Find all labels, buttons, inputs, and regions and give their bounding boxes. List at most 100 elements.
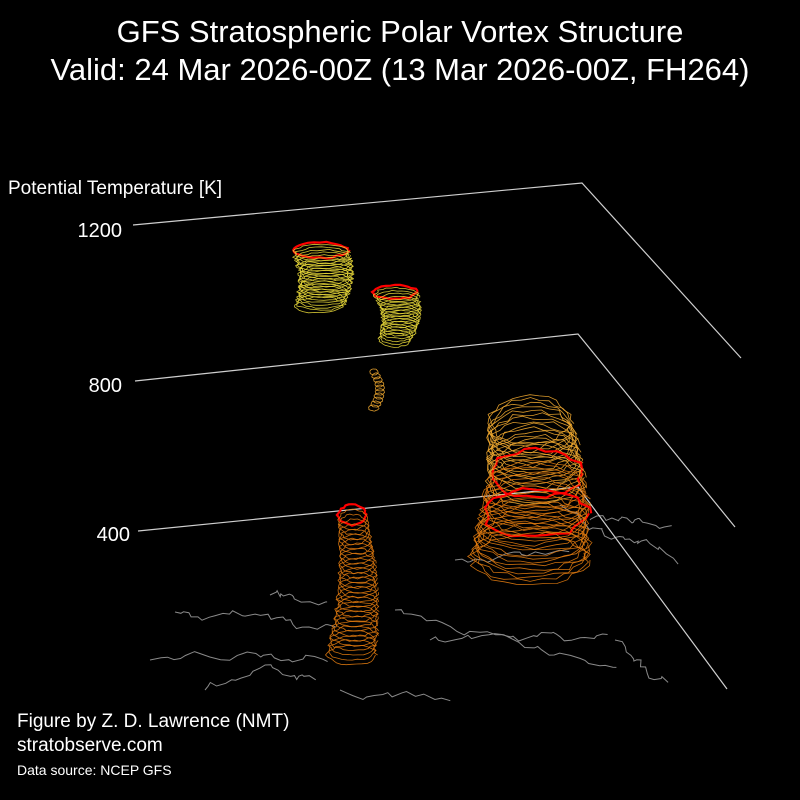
isosurface-contour (338, 557, 377, 580)
isosurface-contour (335, 586, 379, 608)
isosurface-contour (295, 283, 351, 301)
isosurface-contour (298, 259, 354, 278)
data-source: Data source: NCEP GFS (17, 762, 172, 778)
isosurface-contour (328, 639, 377, 661)
isosurface-contour (337, 572, 379, 594)
highlighted-contour (292, 240, 351, 260)
isosurface-contour (371, 372, 381, 380)
isosurface-contour (379, 301, 421, 317)
isosurface-contour (471, 522, 590, 575)
highlighted-contour (335, 503, 368, 527)
isosurface-contour (380, 320, 418, 337)
isosurface-contour (466, 531, 589, 582)
isosurface-contour (487, 415, 576, 468)
isosurface-contour (337, 581, 379, 604)
isosurface-contour (294, 296, 344, 314)
isosurface-contour (487, 440, 583, 493)
isosurface-contour (294, 251, 354, 270)
isosurface-contour (339, 542, 375, 565)
isosurface-contour (379, 326, 415, 343)
isosurface-contour (296, 293, 348, 311)
isosurface-contour (297, 272, 353, 291)
isosurface-contour (485, 433, 584, 485)
isosurface-contour (479, 485, 590, 537)
isosurface-contour (380, 306, 422, 323)
isosurface-contour (327, 634, 377, 656)
isosurface-contour (376, 295, 422, 311)
isosurface-contour (488, 401, 575, 454)
z-tick-label: 800 (89, 375, 122, 397)
isosurface-contour (331, 616, 379, 637)
isosurface-contour (338, 528, 373, 550)
isosurface-contour (329, 629, 379, 651)
coastline-path (614, 639, 669, 683)
coastline-path (559, 504, 679, 565)
chart-subtitle: Valid: 24 Mar 2026-00Z (13 Mar 2026-00Z,… (50, 52, 750, 87)
isosurface-contour (336, 595, 380, 618)
isosurface-contour (337, 562, 378, 584)
coastline-path (339, 689, 451, 702)
isosurface-contour (369, 368, 379, 376)
isosurface-contour (374, 388, 386, 396)
coastline-path (149, 651, 328, 663)
isosurface-contour (481, 471, 588, 521)
isosurface-contour (339, 537, 374, 560)
isosurface-contour (370, 400, 382, 408)
z-axis: Potential Temperature [K] 1200 800 400 (8, 178, 742, 690)
isosurface-contour (291, 246, 351, 265)
isosurface-contour (337, 513, 370, 535)
figure-credit: Figure by Z. D. Lawrence (NMT) (17, 711, 290, 732)
coastline-path (204, 664, 316, 691)
isosurface-contour (337, 508, 369, 531)
isosurface-contour (374, 380, 385, 388)
isosurface-contour (487, 394, 572, 445)
isosurface-contour (294, 256, 354, 275)
highlighted-contour (370, 283, 419, 301)
coastline-path (454, 549, 570, 563)
coastline-path (269, 589, 328, 606)
isosurface-contour (338, 523, 371, 546)
axis-grid-line (134, 333, 736, 528)
isosurface-contour (372, 286, 420, 303)
isosurface-contour (474, 502, 588, 551)
isosurface-contour (476, 499, 590, 550)
isosurface-contour (487, 397, 575, 450)
isosurface-contour (295, 291, 348, 309)
isosurface-contour (374, 384, 385, 392)
isosurface-contour (335, 592, 380, 613)
coastline-path (589, 515, 672, 529)
isosurface-contour (487, 443, 585, 494)
isosurface-contour (475, 527, 588, 579)
isosurface-contour (339, 548, 376, 570)
isosurface-contour (377, 332, 411, 348)
isosurface-contour (338, 533, 373, 555)
coastline-path (429, 633, 617, 668)
isosurface-contour (339, 566, 378, 589)
isosurface-contour (373, 376, 383, 384)
isosurface-contour (381, 312, 420, 329)
isosurface-contour (292, 243, 351, 262)
isosurface-contour (333, 610, 379, 632)
isosurface-contour (486, 412, 579, 464)
z-axis-label: Potential Temperature [K] (8, 178, 222, 199)
isosurface-contour (473, 522, 591, 571)
isosurface-contour (484, 456, 587, 506)
z-tick-label: 1200 (78, 220, 123, 242)
isosurface-contour (476, 505, 587, 557)
coastline-path (174, 610, 336, 630)
axis-grid-line (137, 486, 728, 690)
isosurface-contour (300, 262, 354, 280)
website-link[interactable]: stratobserve.com (17, 735, 163, 756)
isosurface-contour (338, 552, 377, 575)
isosurface-contour (324, 645, 378, 666)
isosurface-contour (469, 534, 591, 586)
isosurface-contour (375, 292, 420, 308)
coastline-path (394, 609, 608, 642)
isosurface-contour (488, 451, 587, 504)
z-tick-label: 400 (97, 524, 130, 546)
isosurface-contour (331, 621, 380, 642)
isosurface-contour (376, 289, 421, 306)
isosurface-contour (296, 288, 349, 306)
isosurface-contour (298, 285, 350, 303)
